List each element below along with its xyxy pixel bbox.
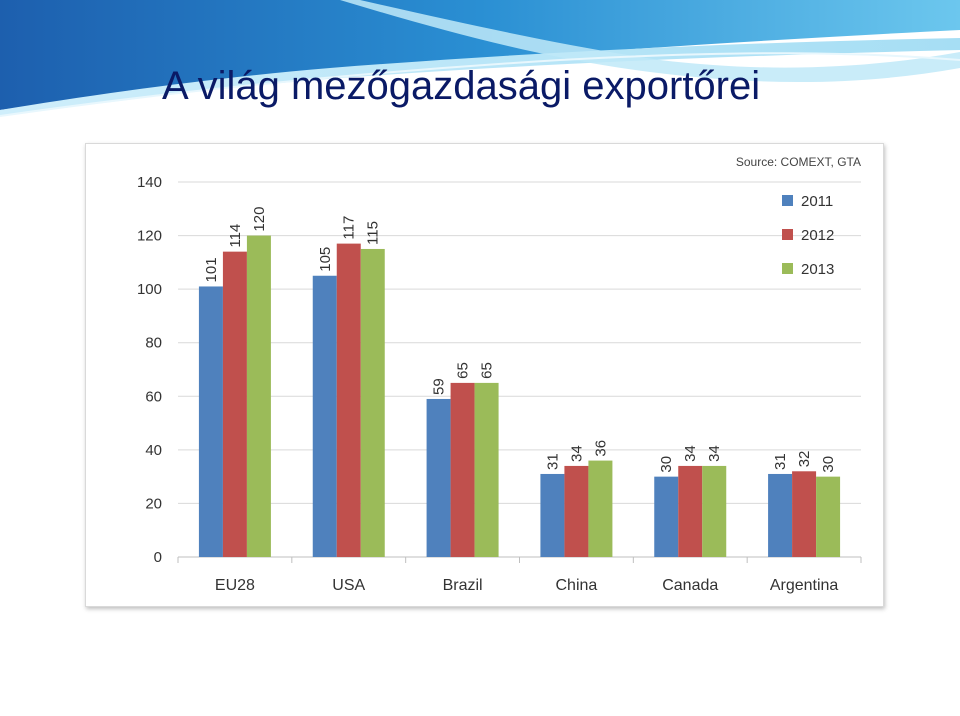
bar-chart: 0 20 40 60 80 100 120 140 101 114 120 105 117 115 59 6… — [137, 155, 862, 594]
bar-canada-2013 — [702, 465, 727, 557]
data-label: 65 — [455, 362, 472, 379]
data-label: 59 — [431, 378, 448, 395]
y-tick-label: 100 — [137, 281, 162, 298]
data-label: 101 — [203, 257, 220, 282]
source-note: Source: COMEXT, GTA — [736, 155, 861, 169]
data-label: 105 — [317, 247, 334, 272]
y-tick-label: 20 — [145, 495, 162, 512]
y-axis: 0 20 40 60 80 100 120 140 — [137, 174, 162, 566]
bar-canada-2012 — [678, 465, 703, 557]
data-label: 117 — [341, 216, 358, 240]
y-tick-label: 40 — [145, 442, 162, 459]
bar-eu28-2013 — [246, 235, 271, 558]
data-label: 32 — [796, 451, 813, 468]
category-label: Brazil — [443, 577, 483, 594]
data-label: 120 — [251, 207, 268, 232]
data-labels: 101 114 120 105 117 115 59 65 65 31 34 36 30 34 34 31 32… — [203, 207, 837, 473]
legend-swatch-2011 — [782, 195, 793, 206]
data-label: 114 — [227, 224, 244, 248]
data-label: 31 — [772, 453, 789, 470]
category-label: China — [556, 577, 598, 594]
data-label: 34 — [568, 445, 585, 462]
grid-lines — [178, 181, 861, 558]
y-tick-label: 120 — [137, 228, 162, 245]
y-tick-label: 60 — [145, 388, 162, 405]
bar-china-2013 — [588, 460, 613, 557]
bar-brazil-2013 — [474, 382, 499, 557]
bar-argentina-2012 — [792, 471, 817, 557]
category-label: Argentina — [770, 577, 839, 594]
bar-usa-2012 — [336, 243, 361, 557]
bar-brazil-2011 — [426, 398, 451, 557]
y-tick-label: 80 — [145, 335, 162, 352]
data-label: 30 — [658, 456, 675, 473]
category-label: EU28 — [215, 577, 255, 594]
bar-argentina-2013 — [816, 476, 841, 557]
data-label: 34 — [682, 445, 699, 462]
legend-label: 2012 — [801, 227, 834, 244]
legend-swatch-2013 — [782, 263, 793, 274]
category-label: USA — [332, 577, 365, 594]
bar-china-2011 — [540, 473, 565, 557]
header-banner — [0, 0, 960, 117]
slide-title: A világ mezőgazdasági exportőrei — [162, 64, 761, 108]
bars — [198, 235, 841, 558]
data-label: 36 — [592, 440, 609, 457]
bar-usa-2013 — [360, 248, 385, 557]
data-label: 34 — [706, 445, 723, 462]
bar-usa-2011 — [312, 275, 337, 557]
legend-label: 2011 — [801, 193, 833, 210]
bar-argentina-2011 — [768, 473, 793, 557]
data-label: 31 — [544, 453, 561, 470]
bar-brazil-2012 — [450, 382, 475, 557]
legend: 2011 2012 2013 — [782, 193, 834, 278]
legend-label: 2013 — [801, 261, 834, 278]
data-label: 115 — [365, 221, 382, 245]
bar-canada-2011 — [654, 476, 679, 557]
x-axis: EU28 USA Brazil China Canada Argentina — [177, 557, 862, 594]
legend-swatch-2012 — [782, 229, 793, 240]
category-label: Canada — [662, 577, 718, 594]
bar-eu28-2012 — [222, 251, 247, 557]
bar-china-2012 — [564, 465, 589, 557]
bar-eu28-2011 — [198, 286, 223, 557]
data-label: 30 — [820, 456, 837, 473]
data-label: 65 — [479, 362, 496, 379]
y-tick-label: 0 — [154, 549, 162, 566]
chart-panel: 0 20 40 60 80 100 120 140 101 114 120 105 117 115 59 6… — [85, 143, 884, 607]
y-tick-label: 140 — [137, 174, 162, 191]
